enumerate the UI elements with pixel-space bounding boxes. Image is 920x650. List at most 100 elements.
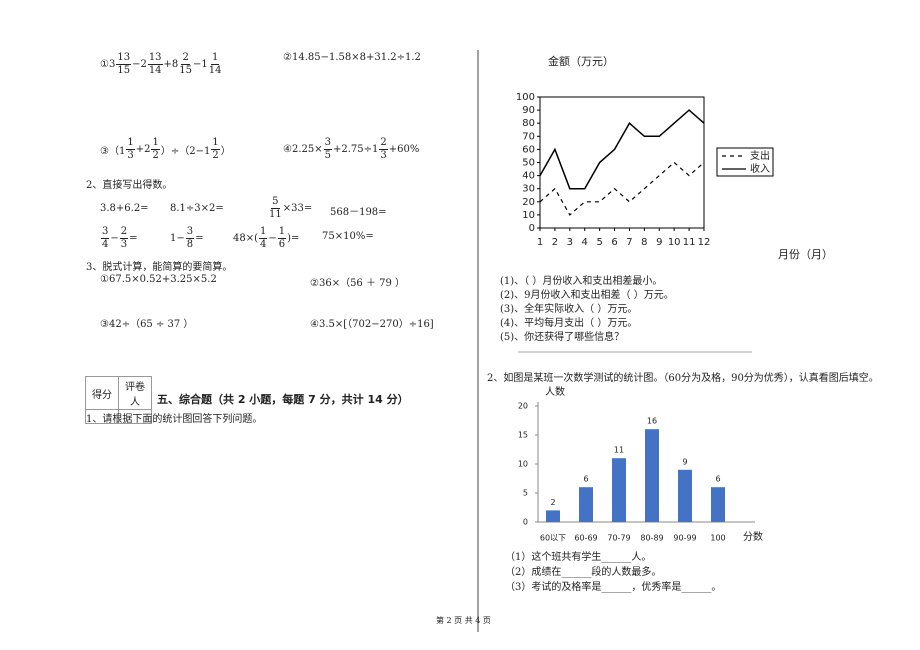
question-title: 2、直接写出得数。 bbox=[86, 180, 173, 191]
denominator: 2 bbox=[152, 150, 159, 161]
y-tick-label: 70 bbox=[522, 131, 535, 142]
numerator: 13 bbox=[116, 52, 132, 65]
value-label: 9 bbox=[682, 457, 687, 466]
expression: ②36×（56 ＋ 79 ） bbox=[310, 274, 405, 289]
expr-text: 48×( bbox=[233, 233, 259, 244]
question-text: （1）这个班共有学生______人。 bbox=[505, 552, 652, 563]
numerator: 3 bbox=[323, 137, 332, 150]
axis-title: 人数 bbox=[545, 385, 565, 398]
x-tick-label: 10 bbox=[668, 237, 681, 248]
expr-text: +60% bbox=[388, 144, 420, 155]
section-title: 五、综合题（共 2 小题，每题 7 分，共计 14 分） bbox=[157, 393, 409, 406]
x-tick-label: 3 bbox=[567, 237, 573, 248]
expression: ①67.5×0.52+3.25×5.2 bbox=[100, 274, 217, 285]
expr-text: )= bbox=[287, 233, 300, 244]
numerator: 1 bbox=[126, 137, 135, 150]
numerator: 1 bbox=[210, 52, 220, 65]
x-tick-label: 11 bbox=[683, 237, 696, 248]
y-tick-label: 20 bbox=[518, 402, 528, 411]
x-tick-label: 60以下 bbox=[540, 534, 566, 543]
y-tick-label: 15 bbox=[518, 431, 528, 440]
expr-text: +2 bbox=[135, 144, 151, 155]
expression: ①3 13 15 −2 13 14 +8 2 15 −1 1 14 bbox=[100, 52, 223, 77]
data-line bbox=[539, 109, 705, 190]
expr-text: 568－198= bbox=[330, 207, 387, 218]
expr-text: ×33= bbox=[282, 203, 313, 214]
question-text: (5)、你还获得了哪些信息？ bbox=[500, 332, 625, 343]
x-tick-label: 60-69 bbox=[574, 534, 597, 543]
x-tick-label: 90-99 bbox=[673, 534, 696, 543]
question-text: (1)、（ ）月份收入和支出相差最小。 bbox=[500, 276, 663, 287]
question-text: （2）成绩在______段的人数最多。 bbox=[505, 567, 662, 578]
question-text: (3)、全年实际收入（ ）万元。 bbox=[500, 304, 638, 315]
expr-text: ②36×（56 ＋ 79 ） bbox=[310, 278, 406, 289]
expr-text: ③42÷（65 ÷ 37 ） bbox=[100, 319, 194, 330]
question-text: 1、请根据下面的统计图回答下列问题。 bbox=[86, 414, 263, 425]
y-tick-label: 10 bbox=[518, 460, 528, 469]
score-cell: 得分 bbox=[85, 376, 119, 410]
expr-text: +2.75÷1 bbox=[332, 144, 379, 155]
expression: ③（1 1 3 +2 1 2 ）÷（2−1 1 2） bbox=[100, 137, 231, 162]
expr-text: 3.8+6.2= bbox=[100, 203, 149, 214]
denominator: 15 bbox=[117, 65, 131, 76]
expression: 48×(1 4−1 6)= bbox=[233, 226, 299, 251]
numerator: 1 bbox=[211, 137, 220, 150]
y-tick-label: 80 bbox=[522, 118, 535, 129]
denominator: 14 bbox=[208, 65, 222, 76]
expr-text: −1 bbox=[193, 59, 208, 70]
numerator: 1 bbox=[277, 226, 287, 239]
x-tick-label: 1 bbox=[537, 237, 543, 248]
fraction: 2 15 bbox=[179, 52, 192, 77]
denominator: 5 bbox=[324, 150, 331, 161]
value-label: 6 bbox=[715, 475, 720, 484]
numerator: 2 bbox=[379, 137, 388, 150]
y-tick-label: 10 bbox=[522, 210, 535, 221]
y-tick-label: 5 bbox=[523, 489, 528, 498]
y-tick-label: 40 bbox=[522, 171, 535, 182]
expression: ②14.85−1.58×8+31.2÷1.2 bbox=[283, 52, 421, 63]
legend-label: 支出 bbox=[750, 149, 770, 162]
legend-frame bbox=[716, 147, 774, 177]
x-tick-label: 12 bbox=[698, 237, 711, 248]
bar bbox=[711, 487, 725, 522]
axis-title: 分数 bbox=[743, 530, 763, 543]
expr-text: ） bbox=[220, 146, 231, 157]
bar bbox=[678, 469, 692, 522]
fraction: 13 15 bbox=[116, 52, 132, 77]
x-tick-label: 70-79 bbox=[607, 534, 630, 543]
expr-text: ④2.25× bbox=[283, 144, 323, 155]
denominator: 14 bbox=[148, 65, 162, 76]
expression: ④2.25× 3 5 +2.75÷1 2 3 +60% bbox=[283, 137, 419, 162]
denominator: 2 bbox=[212, 150, 219, 161]
x-tick-label: 9 bbox=[656, 237, 662, 248]
expr-text: − bbox=[110, 233, 119, 244]
numerator: 1 bbox=[151, 137, 160, 150]
x-tick-label: 6 bbox=[611, 237, 617, 248]
axis-title: 金额（万元） bbox=[548, 54, 614, 68]
value-label: 6 bbox=[583, 475, 588, 484]
denominator: 6 bbox=[278, 239, 286, 250]
numerator: 5 bbox=[271, 196, 280, 209]
numerator: 3 bbox=[185, 226, 195, 239]
value-label: 11 bbox=[614, 446, 624, 455]
question-text: (2)、9月份收入和支出相差（ ）万元。 bbox=[500, 290, 674, 301]
expr-text: ①67.5×0.52+3.25×5.2 bbox=[100, 274, 217, 285]
bar bbox=[546, 510, 560, 522]
numerator: 3 bbox=[101, 226, 110, 239]
y-tick-label: 0 bbox=[529, 223, 535, 234]
expr-text: ②14.85−1.58×8+31.2÷1.2 bbox=[283, 52, 421, 63]
question-text: (4)、平均每月支出（ ）万元。 bbox=[500, 318, 638, 329]
x-tick-label: 100 bbox=[710, 534, 725, 543]
score-cell bbox=[118, 409, 152, 424]
fraction: 13 14 bbox=[147, 52, 163, 77]
